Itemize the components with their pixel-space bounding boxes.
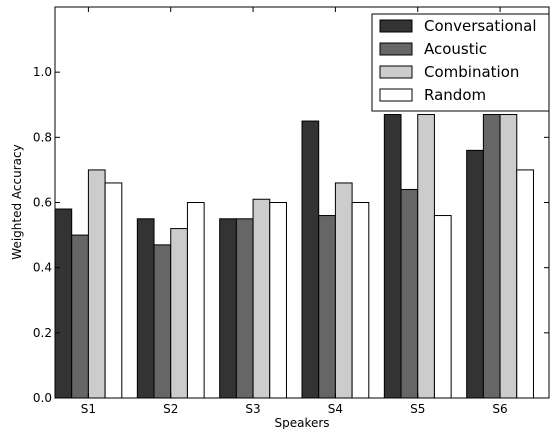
bar-conversational-s2	[136, 218, 155, 399]
legend-swatch-random	[379, 88, 413, 102]
x-axis-label: Speakers	[274, 416, 329, 429]
bar-conversational-s1	[54, 208, 73, 399]
legend-label-combination: Combination	[424, 63, 519, 81]
legend-swatch-acoustic	[379, 42, 413, 56]
legend-swatch-combination	[379, 65, 413, 79]
x-tick-label-s3: S3	[245, 402, 260, 416]
bar-acoustic-s5	[400, 188, 419, 399]
legend-label-conversational: Conversational	[424, 17, 537, 35]
y-tick-label: 0.6	[33, 196, 52, 210]
y-tick-label: 0.4	[33, 261, 52, 275]
x-tick-label-s1: S1	[81, 402, 96, 416]
bar-random-s5	[433, 215, 452, 399]
bar-random-s2	[186, 202, 205, 399]
x-tick-label-s5: S5	[410, 402, 425, 416]
bar-combination-s2	[170, 228, 188, 399]
bar-acoustic-s1	[71, 234, 89, 399]
y-axis-label: Weighted Accuracy	[10, 144, 24, 259]
legend-label-acoustic: Acoustic	[424, 40, 487, 58]
bar-acoustic-s4	[318, 215, 336, 399]
bar-conversational-s4	[301, 120, 320, 399]
bar-random-s3	[269, 202, 287, 399]
bar-acoustic-s6	[482, 114, 501, 399]
y-tick-label: 0.2	[33, 326, 52, 340]
bar-combination-s5	[417, 114, 435, 399]
bar-random-s4	[351, 202, 370, 399]
y-ticks: 0.0 0.2 0.4 0.6 0.8 1.0	[33, 65, 549, 405]
bar-random-s1	[104, 182, 123, 399]
x-tick-label-s4: S4	[328, 402, 343, 416]
bar-acoustic-s2	[153, 244, 172, 399]
y-tick-label: 1.0	[33, 65, 52, 79]
y-tick-label: 0.8	[33, 130, 52, 144]
bar-combination-s4	[334, 182, 353, 399]
x-ticks: S1 S2 S3 S4 S5 S6	[81, 7, 508, 416]
bar-conversational-s6	[466, 149, 484, 399]
x-tick-label-s2: S2	[163, 402, 178, 416]
y-tick-label: 0.0	[33, 391, 52, 405]
x-tick-label-s6: S6	[492, 402, 507, 416]
bar-random-s6	[516, 169, 534, 399]
legend-swatch-conversational	[379, 19, 413, 33]
bar-combination-s6	[499, 114, 518, 399]
bars-group	[54, 114, 534, 399]
bar-acoustic-s3	[235, 218, 254, 399]
plot-frame	[54, 6, 550, 399]
bar-combination-s3	[252, 198, 271, 399]
bar-conversational-s5	[383, 114, 402, 399]
bar-conversational-s3	[219, 218, 237, 399]
legend: Conversational Acoustic Combination Random	[371, 13, 550, 112]
legend-label-random: Random	[424, 86, 486, 104]
bar-combination-s1	[87, 169, 106, 399]
